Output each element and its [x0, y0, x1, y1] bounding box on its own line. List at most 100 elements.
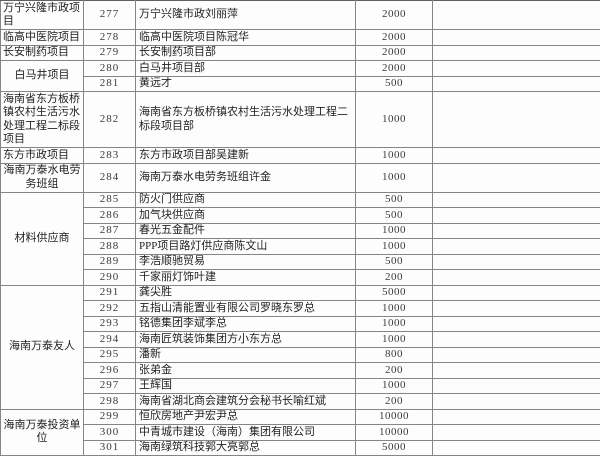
- amount-cell: 500: [356, 192, 433, 208]
- amount-cell: 1000: [356, 332, 433, 348]
- category-cell: 海南省东方板桥镇农村生活污水处理工程二标段项目: [1, 92, 84, 148]
- description-cell: 白马井项目部: [136, 61, 356, 77]
- description-cell: 海南匠筑装饰集团方小东方总: [136, 332, 356, 348]
- amount-cell: 800: [356, 347, 433, 363]
- spacer-cell: [433, 92, 600, 148]
- description-cell: 临高中医院项目陈冠华: [136, 30, 356, 46]
- amount-cell: 1000: [356, 378, 433, 394]
- description-cell: 千家丽灯饰叶建: [136, 270, 356, 286]
- description-cell: 加气块供应商: [136, 208, 356, 224]
- row-number-cell: 299: [84, 409, 136, 425]
- description-cell: 张弟金: [136, 363, 356, 379]
- amount-cell: 500: [356, 76, 433, 92]
- spacer-cell: [433, 148, 600, 164]
- amount-cell: 1000: [356, 239, 433, 255]
- row-number-cell: 291: [84, 285, 136, 301]
- row-number-cell: 290: [84, 270, 136, 286]
- description-cell: 李浩顺驰贸易: [136, 254, 356, 270]
- spacer-cell: [433, 223, 600, 239]
- category-cell: 材料供应商: [1, 192, 84, 285]
- amount-cell: 1000: [356, 316, 433, 332]
- row-number-cell: 301: [84, 440, 136, 456]
- row-number-cell: 285: [84, 192, 136, 208]
- description-cell: 铭德集团李斌李总: [136, 316, 356, 332]
- row-number-cell: 294: [84, 332, 136, 348]
- amount-cell: 10000: [356, 409, 433, 425]
- row-number-cell: 300: [84, 425, 136, 441]
- spacer-cell: [433, 192, 600, 208]
- spacer-cell: [433, 1, 600, 30]
- row-number-cell: 287: [84, 223, 136, 239]
- description-cell: 长安制药项目部: [136, 45, 356, 61]
- amount-cell: 1000: [356, 163, 433, 192]
- amount-cell: 500: [356, 208, 433, 224]
- spacer-cell: [433, 301, 600, 317]
- description-cell: 王辉国: [136, 378, 356, 394]
- amount-cell: 2000: [356, 61, 433, 77]
- category-cell: 临高中医院项目: [1, 30, 84, 46]
- row-number-cell: 297: [84, 378, 136, 394]
- row-number-cell: 283: [84, 148, 136, 164]
- row-number-cell: 289: [84, 254, 136, 270]
- spacer-cell: [433, 61, 600, 77]
- spacer-cell: [433, 332, 600, 348]
- spacer-cell: [433, 163, 600, 192]
- description-cell: 海南省东方板桥镇农村生活污水处理工程二标段项目部: [136, 92, 356, 148]
- description-cell: 五指山清能置业有限公司罗晓东罗总: [136, 301, 356, 317]
- category-cell: 海南万泰投资单位: [1, 409, 84, 456]
- row-number-cell: 292: [84, 301, 136, 317]
- description-cell: 海南万泰水电劳务班组许金: [136, 163, 356, 192]
- row-number-cell: 281: [84, 76, 136, 92]
- spacer-cell: [433, 239, 600, 255]
- row-number-cell: 279: [84, 45, 136, 61]
- description-cell: 春光五金配件: [136, 223, 356, 239]
- row-number-cell: 293: [84, 316, 136, 332]
- spacer-cell: [433, 440, 600, 456]
- spacer-cell: [433, 270, 600, 286]
- row-number-cell: 298: [84, 394, 136, 410]
- spacer-cell: [433, 254, 600, 270]
- spacer-cell: [433, 347, 600, 363]
- row-number-cell: 295: [84, 347, 136, 363]
- row-number-cell: 278: [84, 30, 136, 46]
- spacer-cell: [433, 363, 600, 379]
- amount-cell: 1000: [356, 223, 433, 239]
- spacer-cell: [433, 285, 600, 301]
- spacer-cell: [433, 316, 600, 332]
- amount-cell: 200: [356, 270, 433, 286]
- row-number-cell: 284: [84, 163, 136, 192]
- spacer-cell: [433, 45, 600, 61]
- description-cell: 东方市政项目部吴建新: [136, 148, 356, 164]
- spacer-cell: [433, 208, 600, 224]
- description-cell: PPP项目路灯供应商陈文山: [136, 239, 356, 255]
- category-cell: 万宁兴隆市政项目: [1, 1, 84, 30]
- amount-cell: 5000: [356, 440, 433, 456]
- spacer-cell: [433, 30, 600, 46]
- amount-cell: 200: [356, 394, 433, 410]
- description-cell: 万宁兴隆市政刘丽萍: [136, 1, 356, 30]
- category-cell: 海南万泰水电劳务班组: [1, 163, 84, 192]
